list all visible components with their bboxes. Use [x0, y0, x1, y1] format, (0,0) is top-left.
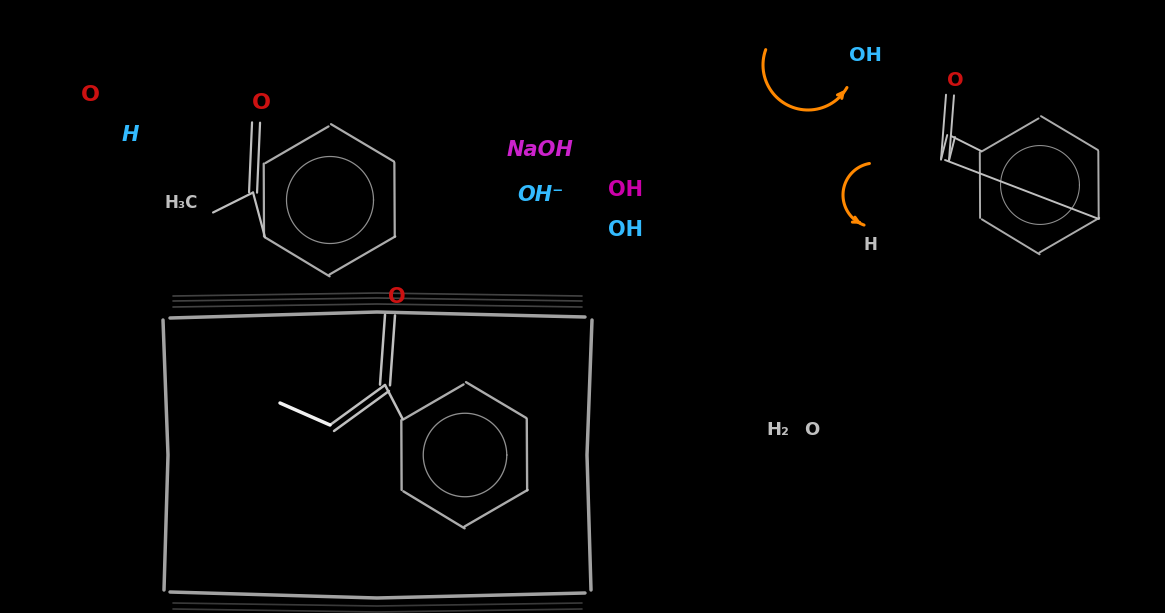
Text: OH: OH: [848, 45, 882, 64]
Text: O: O: [947, 70, 963, 89]
Text: H₂: H₂: [767, 421, 790, 439]
Text: H: H: [863, 236, 877, 254]
Text: O: O: [804, 421, 820, 439]
Text: OH: OH: [608, 180, 643, 200]
Text: OH⁻: OH⁻: [517, 185, 563, 205]
Text: O: O: [80, 85, 99, 105]
Text: O: O: [388, 287, 405, 307]
Text: H₃C: H₃C: [164, 194, 198, 211]
Text: O: O: [252, 93, 270, 113]
Text: H: H: [121, 125, 139, 145]
Text: OH: OH: [608, 220, 643, 240]
Text: NaOH: NaOH: [507, 140, 573, 160]
